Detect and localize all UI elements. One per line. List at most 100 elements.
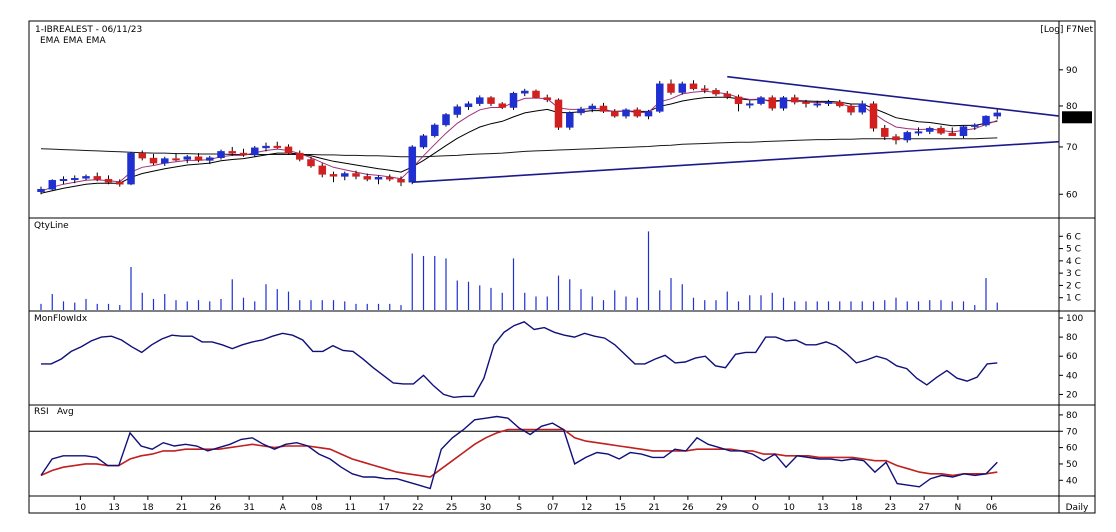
candle-down [239,152,248,156]
candle-up [82,176,90,179]
last-price-box [1062,111,1092,124]
volume-tick-label: 3 C [1066,269,1081,279]
candle-up [431,124,439,137]
candle-up [588,105,597,110]
candle-down [352,173,360,177]
x-tick-label: 21 [176,503,187,513]
x-tick-label: 23 [885,503,896,513]
candle-up [217,151,225,158]
x-tick-label: 07 [547,503,558,513]
candle-up [971,124,979,127]
candle-down [318,165,327,175]
candle-down [149,157,158,164]
x-tick-label: 30 [480,503,492,513]
candle-down [543,97,552,101]
rsi-panel [29,415,1059,490]
candle-up [419,135,428,148]
candle-up [521,90,529,94]
x-tick-label: 13 [108,503,119,513]
candle-down [948,132,957,136]
mfi-tick-label: 80 [1066,333,1078,343]
ema-legend-3: EMA [86,36,106,46]
volume-panel [40,231,998,310]
candle-up [622,109,630,117]
x-tick-label: 10 [75,503,87,513]
candle-down [104,179,113,183]
candle-up [824,101,833,104]
ema-legend-2: EMA [63,36,83,46]
mfi-line [41,321,998,399]
candle-down [847,105,855,113]
rsi-line [40,415,998,490]
x-tick-label: 22 [412,503,423,513]
candle-up [183,156,192,160]
x-tick-label: 12 [581,503,592,513]
candle-up [903,132,912,141]
candle-down [307,159,315,167]
chart-ticker-title: 1-IBREALEST - 06/11/23 [35,25,142,35]
candle-up [577,108,585,114]
candle-down [363,176,372,180]
mfi-panel-title: MonFlowIdx [34,314,88,324]
candle-down [273,145,282,148]
candle-up [374,177,383,180]
ema-slow-line [40,137,998,158]
x-tick-label: S [516,503,522,513]
x-tick-label: 10 [783,503,795,513]
candle-up [442,114,450,126]
candle-down [881,127,889,137]
candle-down [768,97,777,109]
candle-down [93,176,102,180]
x-tick-label: 27 [918,503,929,513]
candle-up [206,157,214,161]
x-tick-label: 26 [210,503,222,513]
candle-up [509,92,518,108]
x-tick-label: 06 [986,503,998,513]
candle-down [296,152,304,160]
candle-up [71,178,79,181]
x-tick-label: 13 [817,503,828,513]
candle-up [914,131,923,134]
candle-down [487,97,495,104]
x-tick-label: A [280,503,287,513]
candle-up [464,103,473,108]
candle-down [723,93,732,98]
candle-down [667,83,675,93]
candle-up [453,106,462,115]
candle-up [59,179,68,182]
candle-down [329,174,338,177]
rsi-tick-label: 80 [1066,411,1078,421]
mfi-tick-label: 40 [1066,371,1078,381]
candle-down [138,152,147,159]
x-tick-label: 29 [716,503,728,513]
x-tick-label: 18 [851,503,863,513]
rsi-tick-label: 40 [1066,476,1078,486]
x-tick-label: 17 [378,503,389,513]
candle-up [341,173,349,177]
ema-legend-1: EMA [40,36,60,46]
price-tick-label: 80 [1066,102,1078,112]
price-tick-label: 70 [1066,143,1078,153]
x-tick-label: 11 [345,503,356,513]
candle-down [689,83,698,90]
candle-up [408,146,417,183]
trendline-2 [727,75,1060,117]
x-axis-period-label: Daily [1066,503,1089,513]
mfi-tick-label: 60 [1066,352,1078,362]
candle-up [858,103,867,113]
x-tick-label: 26 [682,503,694,513]
price-tick-label: 90 [1066,66,1078,76]
candle-down [937,127,945,134]
x-tick-label: O [752,503,759,513]
candle-down [869,103,878,129]
trendline-1 [412,140,1060,184]
candle-down [386,177,394,180]
x-tick-label: 18 [142,503,154,513]
candle-down [734,96,743,104]
candle-down [712,90,720,95]
candle-up [678,83,687,93]
volume-tick-label: 1 C [1066,294,1081,304]
candle-down [116,181,124,185]
volume-tick-label: 4 C [1066,257,1081,267]
